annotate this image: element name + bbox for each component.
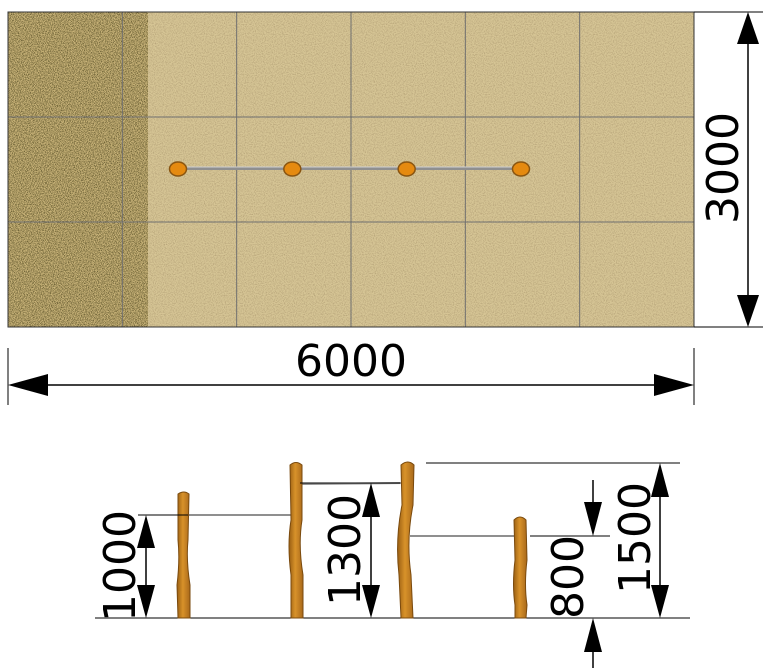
arrow-down-icon [651,585,669,618]
arrow-up-icon [584,618,602,652]
plan-border [7,11,695,328]
arrow-up-icon [651,463,669,497]
rope-line [178,166,521,170]
dim-1500: 1500 [426,462,680,618]
coarse-sand-texture [8,12,148,327]
elevation-post-3 [397,461,415,619]
elevation-post-4 [513,516,528,619]
elevation-post-2 [288,462,304,619]
arrow-down-icon [584,502,602,536]
plan-post [397,161,416,177]
arrow-right-icon [654,374,694,396]
arrow-left-icon [8,374,48,396]
dim-1300: 1300 [300,482,400,618]
elevation-view [95,461,690,619]
elevation-post-1 [176,491,191,619]
plan-post [168,161,188,177]
dim-800: 800 [543,480,602,668]
plan-posts [168,161,531,177]
dim-800-label: 800 [543,535,594,619]
dim-1300-label: 1300 [320,494,371,606]
dim-1000-label: 1000 [95,510,146,622]
dim-1500-label: 1500 [610,482,661,594]
plan-post [511,161,531,177]
width-label: 6000 [295,336,407,387]
arrow-up-icon [362,483,380,517]
arrow-down-icon [737,295,759,327]
arrow-up-icon [737,12,759,44]
arrow-down-icon [137,585,155,618]
dim-1000: 1000 [95,510,188,622]
depth-dimension: 3000 [694,11,763,328]
width-dimension: 6000 [7,336,695,405]
plan-view [7,11,695,328]
arrow-up-icon [137,515,155,548]
depth-label: 3000 [698,112,749,224]
arrow-down-icon [362,585,380,618]
plan-post [283,161,302,177]
